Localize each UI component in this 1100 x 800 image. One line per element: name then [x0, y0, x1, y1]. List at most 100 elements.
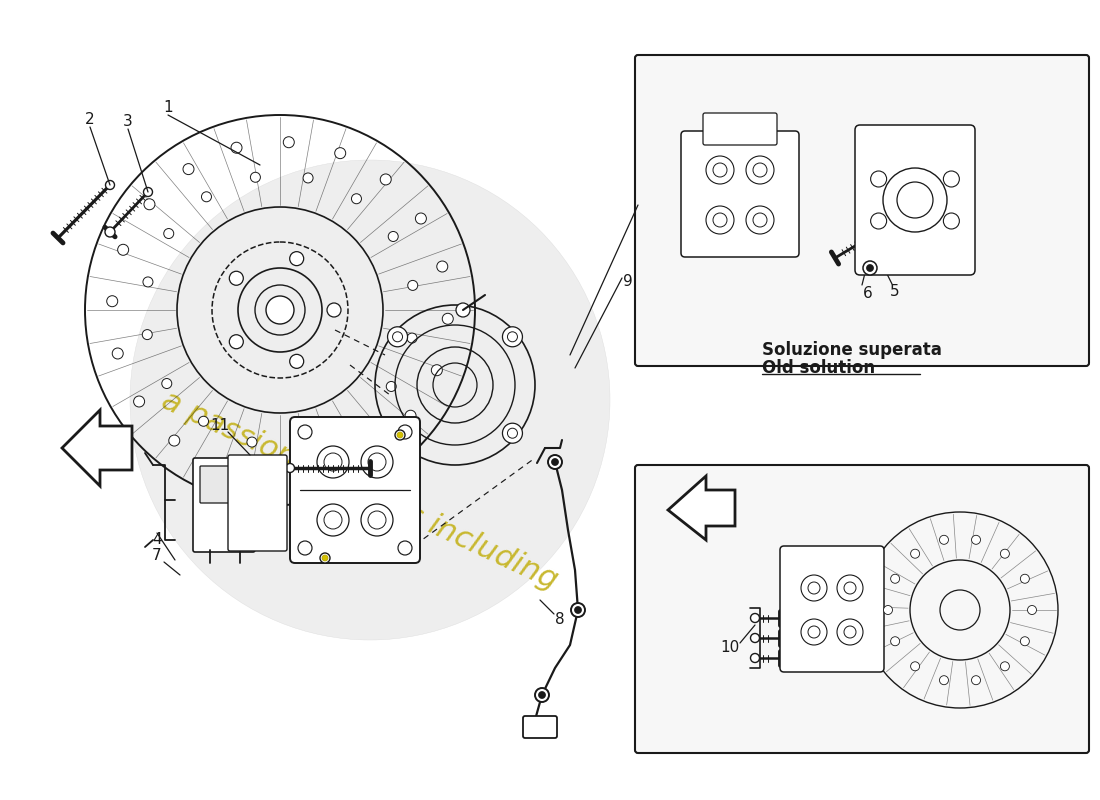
Circle shape	[911, 550, 920, 558]
Circle shape	[246, 437, 257, 447]
Circle shape	[503, 423, 522, 443]
Circle shape	[334, 148, 345, 158]
Circle shape	[867, 265, 873, 271]
Circle shape	[183, 164, 194, 174]
FancyBboxPatch shape	[703, 113, 777, 145]
Circle shape	[317, 504, 349, 536]
Circle shape	[107, 296, 118, 306]
Circle shape	[706, 156, 734, 184]
FancyBboxPatch shape	[635, 55, 1089, 366]
Circle shape	[416, 213, 427, 224]
Circle shape	[883, 606, 892, 614]
Circle shape	[971, 676, 980, 685]
Circle shape	[535, 688, 549, 702]
Circle shape	[397, 432, 403, 438]
Circle shape	[398, 425, 412, 439]
Circle shape	[104, 227, 116, 237]
Circle shape	[289, 354, 304, 368]
Circle shape	[266, 472, 277, 483]
Circle shape	[317, 446, 349, 478]
Circle shape	[837, 575, 864, 601]
FancyBboxPatch shape	[780, 546, 884, 672]
FancyBboxPatch shape	[200, 466, 248, 503]
Circle shape	[431, 365, 442, 376]
FancyBboxPatch shape	[228, 455, 287, 551]
Circle shape	[870, 213, 887, 229]
Circle shape	[1000, 662, 1010, 670]
Circle shape	[706, 206, 734, 234]
FancyBboxPatch shape	[681, 131, 799, 257]
Circle shape	[1021, 637, 1030, 646]
Circle shape	[133, 396, 144, 407]
Circle shape	[162, 378, 172, 389]
Circle shape	[1000, 550, 1010, 558]
Circle shape	[251, 172, 261, 182]
Circle shape	[381, 174, 392, 185]
Circle shape	[870, 171, 887, 187]
Polygon shape	[668, 476, 735, 540]
Circle shape	[539, 691, 546, 698]
Circle shape	[746, 206, 774, 234]
FancyBboxPatch shape	[192, 458, 255, 552]
Circle shape	[322, 555, 328, 561]
Circle shape	[168, 435, 179, 446]
Circle shape	[456, 303, 470, 317]
Circle shape	[398, 541, 412, 555]
Text: 1: 1	[163, 101, 173, 115]
Circle shape	[284, 137, 295, 148]
Text: a passion for parts including: a passion for parts including	[157, 386, 562, 594]
Circle shape	[801, 619, 827, 645]
Circle shape	[106, 181, 114, 190]
Circle shape	[320, 553, 330, 563]
Circle shape	[318, 466, 329, 478]
Circle shape	[229, 271, 243, 286]
Circle shape	[299, 438, 309, 448]
Circle shape	[442, 314, 453, 324]
Circle shape	[746, 156, 774, 184]
Circle shape	[266, 296, 294, 324]
Circle shape	[944, 171, 959, 187]
Circle shape	[387, 326, 407, 346]
Circle shape	[551, 458, 559, 466]
Circle shape	[891, 637, 900, 646]
Polygon shape	[62, 410, 132, 486]
Circle shape	[750, 614, 759, 622]
Circle shape	[408, 280, 418, 290]
Circle shape	[503, 326, 522, 346]
Text: 7: 7	[152, 547, 162, 562]
Text: 5: 5	[890, 283, 900, 298]
Circle shape	[971, 535, 980, 544]
Circle shape	[304, 173, 313, 183]
Circle shape	[143, 277, 153, 287]
FancyBboxPatch shape	[855, 125, 975, 275]
Circle shape	[289, 252, 304, 266]
Circle shape	[143, 187, 153, 197]
Text: Soluzione superata: Soluzione superata	[762, 341, 942, 359]
Text: 8: 8	[556, 613, 564, 627]
Circle shape	[349, 418, 359, 428]
Text: 3: 3	[123, 114, 133, 130]
Circle shape	[750, 654, 759, 662]
Circle shape	[548, 455, 562, 469]
Circle shape	[201, 192, 211, 202]
Text: 4: 4	[152, 533, 162, 547]
Circle shape	[231, 142, 242, 154]
Circle shape	[298, 541, 312, 555]
Circle shape	[880, 223, 890, 233]
Text: 10: 10	[720, 641, 739, 655]
Circle shape	[939, 535, 948, 544]
Circle shape	[298, 425, 312, 439]
Circle shape	[388, 231, 398, 242]
Circle shape	[198, 416, 209, 426]
Circle shape	[361, 446, 393, 478]
Circle shape	[801, 575, 827, 601]
Circle shape	[229, 334, 243, 349]
Circle shape	[366, 446, 377, 456]
Circle shape	[352, 194, 362, 204]
Circle shape	[395, 430, 405, 440]
Circle shape	[837, 619, 864, 645]
Circle shape	[574, 606, 582, 614]
Circle shape	[911, 662, 920, 670]
FancyBboxPatch shape	[635, 465, 1089, 753]
Circle shape	[144, 198, 155, 210]
